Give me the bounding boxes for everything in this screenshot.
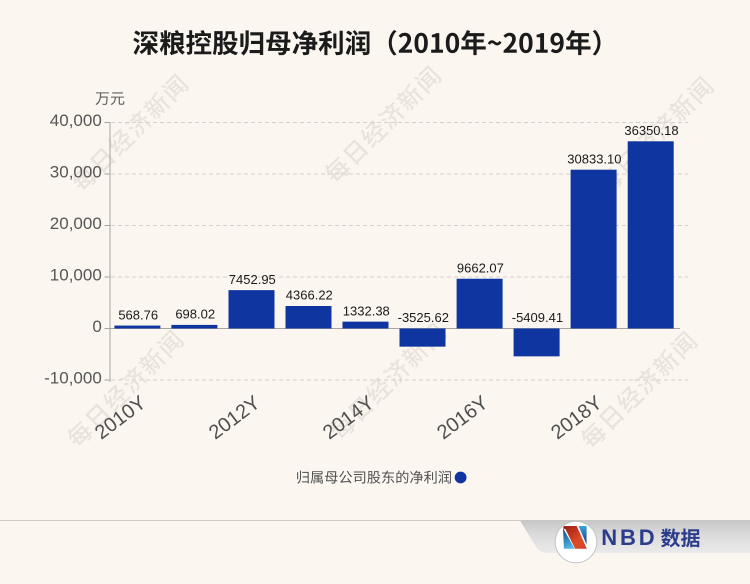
svg-text:10,000: 10,000 [50,266,102,285]
svg-text:2010Y: 2010Y [91,392,150,444]
svg-text:-10,000: -10,000 [44,369,102,388]
svg-text:568.76: 568.76 [118,307,158,322]
svg-text:698.02: 698.02 [175,307,215,322]
svg-text:-5409.41: -5409.41 [512,310,563,325]
svg-text:30,000: 30,000 [50,163,102,182]
svg-text:4366.22: 4366.22 [286,288,333,303]
svg-text:NBD: NBD [601,525,657,550]
svg-text:30833.10: 30833.10 [567,151,621,166]
svg-text:2014Y: 2014Y [319,392,378,444]
svg-text:2012Y: 2012Y [205,392,264,444]
svg-text:7452.95: 7452.95 [229,272,276,287]
svg-text:20,000: 20,000 [50,214,102,233]
svg-text:9662.07: 9662.07 [457,260,504,275]
svg-text:2018Y: 2018Y [547,392,606,444]
svg-text:2016Y: 2016Y [433,392,492,444]
svg-text:-3525.62: -3525.62 [398,310,449,325]
svg-text:1332.38: 1332.38 [343,303,390,318]
svg-text:36350.18: 36350.18 [624,123,678,138]
svg-text:40,000: 40,000 [50,111,102,130]
svg-text:0: 0 [92,317,101,336]
